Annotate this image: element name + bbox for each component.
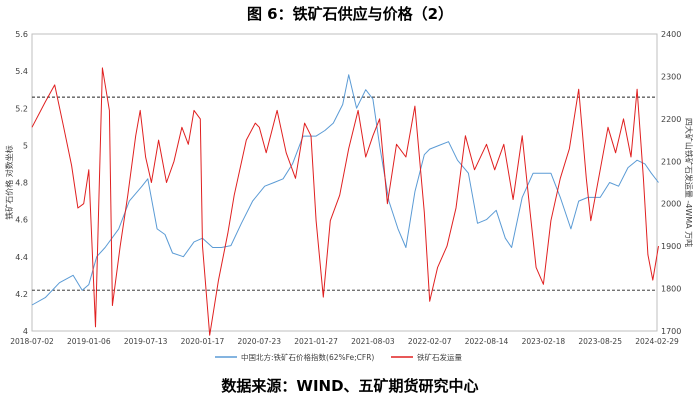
right-tick-label: 1900 <box>661 242 681 251</box>
x-tick-label: 2024-02-29 <box>635 337 679 346</box>
series-lines <box>31 67 659 336</box>
x-tick-label: 2022-08-14 <box>465 337 509 346</box>
legend-label: 铁矿石发运量 <box>417 352 462 362</box>
left-tick-label: 4 <box>23 327 28 336</box>
right-tick-label: 2300 <box>661 72 681 81</box>
left-tick-label: 4.6 <box>15 216 28 225</box>
left-tick-label: 5.4 <box>15 67 28 76</box>
x-tick-label: 2021-01-27 <box>294 337 338 346</box>
shipment-volume-series-line <box>31 67 659 336</box>
x-tick-label: 2018-07-02 <box>10 337 54 346</box>
plot-frame <box>31 33 658 332</box>
right-tick-label: 1700 <box>661 327 681 336</box>
x-tick-label: 2021-08-03 <box>351 337 395 346</box>
right-tick-label: 2400 <box>661 30 681 39</box>
x-tick-label: 2020-01-17 <box>181 337 225 346</box>
left-axis-title: 铁矿石价格 对数坐标 <box>4 145 14 220</box>
legend-label: 中国北方:铁矿石价格指数(62%Fe;CFR) <box>241 352 374 362</box>
left-tick-label: 4.8 <box>15 179 28 188</box>
x-tick-label: 2019-07-13 <box>124 337 168 346</box>
right-tick-label: 2000 <box>661 200 681 209</box>
chart-axes: 4 4.2 4.4 4.6 4.8 5 5.2 5.4 5.6 1700 1800 1900 2000 2… <box>4 30 694 346</box>
chart-legend: 中国北方:铁矿石价格指数(62%Fe;CFR) 铁矿石发运量 <box>215 352 462 362</box>
left-tick-label: 5 <box>23 141 28 150</box>
left-tick-label: 5.2 <box>15 104 28 113</box>
x-tick-label: 2023-02-18 <box>522 337 566 346</box>
right-axis-title: 四大矿山铁矿石发运量 -4WMA 万吨 <box>684 118 694 247</box>
right-tick-label: 2200 <box>661 115 681 124</box>
left-tick-label: 4.2 <box>15 290 28 299</box>
left-tick-label: 4.4 <box>15 253 28 262</box>
reference-lines <box>32 96 657 291</box>
right-tick-label: 1800 <box>661 285 681 294</box>
chart-title: 图 6：铁矿石供应与价格（2） <box>246 5 454 23</box>
right-tick-label: 2100 <box>661 157 681 166</box>
price-index-series-line <box>31 74 659 306</box>
x-tick-label: 2019-01-06 <box>67 337 111 346</box>
x-tick-label: 2020-07-23 <box>237 337 281 346</box>
x-tick-label: 2023-08-25 <box>578 337 622 346</box>
data-source-note: 数据来源：WIND、五矿期货研究中心 <box>221 377 479 395</box>
x-tick-label: 2022-02-07 <box>408 337 452 346</box>
left-tick-label: 5.6 <box>15 30 28 39</box>
